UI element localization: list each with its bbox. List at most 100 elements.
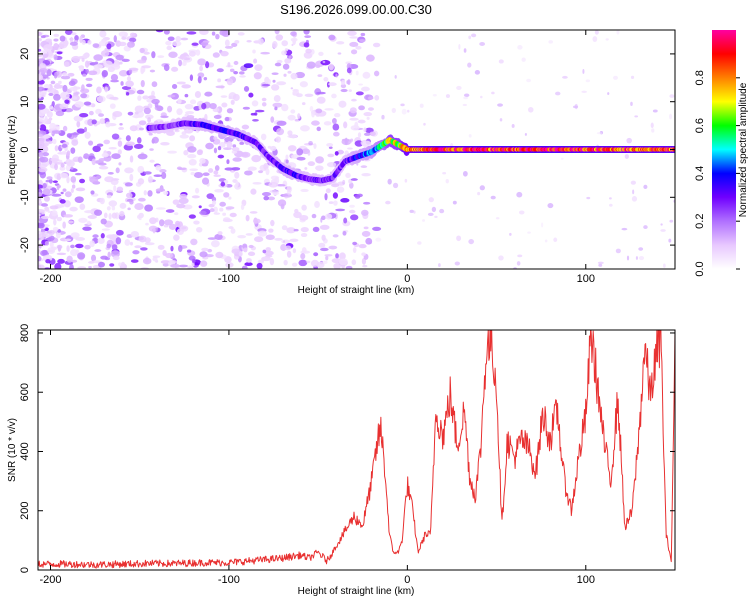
noise-blob [46,69,52,77]
noise-blob [145,114,154,120]
noise-blob [115,54,124,61]
noise-blob [57,258,65,264]
noise-blob [413,210,416,214]
x-tick-label: 0 [404,273,410,285]
noise-blob [120,81,124,86]
noise-blob [332,123,340,131]
noise-blob [155,164,162,171]
noise-blob [458,43,461,50]
noise-blob [374,95,380,101]
noise-blob [286,186,292,191]
noise-blob [190,171,195,176]
noise-blob [105,121,111,128]
noise-blob [160,142,170,146]
noise-blob [225,262,234,268]
noise-blob [260,133,267,141]
noise-blob [38,37,43,42]
noise-blob [38,255,42,262]
noise-blob [107,66,115,73]
noise-blob [342,179,346,185]
noise-blob [224,167,234,171]
noise-blob [58,159,63,163]
noise-blob [372,226,382,231]
noise-blob [54,262,62,269]
noise-blob [162,249,167,257]
noise-blob [193,220,200,225]
noise-blob [161,172,167,179]
noise-blob [581,90,587,94]
noise-blob [276,81,287,86]
noise-blob [630,101,633,106]
noise-blob [230,99,235,105]
noise-blob [69,263,74,269]
noise-blob [79,35,83,44]
snr-panel: -200 -100 0 100 0 200 400 600 800 Height of str… [7,324,676,597]
spectrogram-y-label: Frequency (Hz) [7,116,18,185]
noise-blob [324,108,334,111]
noise-blob [175,36,181,42]
noise-blob [452,200,457,205]
noise-blob [149,69,156,73]
noise-blob [669,219,674,223]
noise-blob [309,105,314,112]
noise-blob [598,263,603,267]
noise-blob [147,116,152,123]
noise-blob [213,114,222,120]
noise-blob [463,96,468,100]
noise-blob [151,98,160,105]
noise-blob [159,169,167,173]
noise-blob [509,232,512,236]
noise-blob [103,60,113,68]
noise-blob [99,118,106,125]
noise-blob [96,95,106,103]
noise-blob [98,162,107,166]
noise-blob [231,42,238,48]
noise-blob [110,74,119,81]
snr-frame [37,329,676,571]
noise-blob [225,206,235,210]
noise-blob [242,243,248,249]
noise-blob [125,135,131,142]
noise-blob [233,70,239,75]
y-tick-label: 400 [19,442,31,460]
noise-blob [103,212,108,219]
noise-blob [226,141,233,149]
noise-blob [107,172,114,175]
noise-blob [149,159,155,163]
noise-blob [92,145,101,153]
noise-blob [92,43,100,48]
noise-blob [199,260,208,267]
noise-blob [38,200,42,204]
noise-blob [342,231,347,236]
y-tick-label: 600 [19,383,31,401]
noise-blob [137,165,145,174]
noise-blob [127,111,134,116]
noise-blob [46,111,53,118]
noise-blob [349,182,354,189]
noise-blob [283,259,288,266]
noise-blob [597,261,604,265]
noise-blob [467,62,472,68]
noise-blob [630,75,635,80]
snr-plot-area [38,330,675,570]
noise-blob [38,167,48,173]
noise-blob [119,202,127,209]
noise-blob [615,248,621,254]
noise-blob [246,258,252,263]
noise-blob [199,251,208,258]
noise-blob [321,234,326,241]
noise-blob [293,211,302,219]
noise-blob [91,119,97,125]
noise-blob [88,266,92,269]
noise-blob [253,72,262,80]
noise-blob [71,32,77,36]
noise-blob [226,78,234,86]
noise-blob [315,91,326,95]
noise-blob [358,105,365,111]
noise-blob [213,174,221,178]
noise-blob [140,247,148,251]
noise-blob [272,102,283,108]
noise-blob [352,247,357,254]
noise-blob [107,251,111,258]
